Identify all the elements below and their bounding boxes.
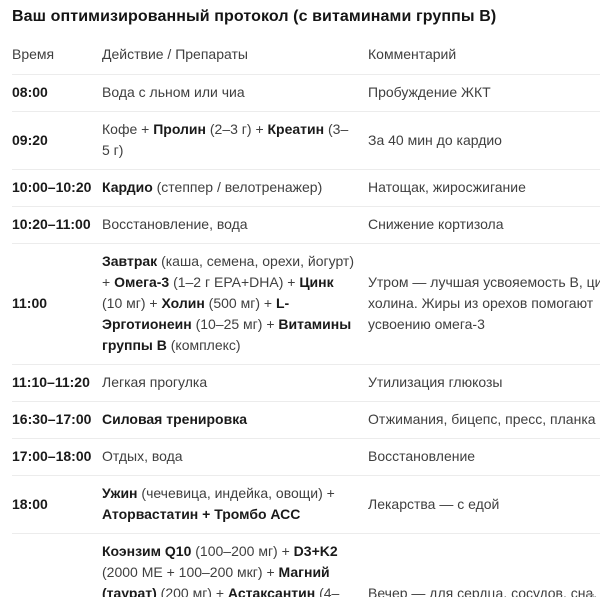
table-row: 11:10–11:20 Легкая прогулка Утилизация г… bbox=[12, 364, 600, 402]
table-row: 17:00–18:00 Отдых, вода Восстановление bbox=[12, 438, 600, 476]
column-header-action: Действие / Препараты bbox=[102, 28, 368, 75]
time-cell: 18:00 bbox=[12, 475, 102, 534]
table-row: 11:00 Завтрак (каша, семена, орехи, йогу… bbox=[12, 243, 600, 365]
table-row: 16:30–17:00 Силовая тренировка Отжимания… bbox=[12, 401, 600, 439]
table-body: 08:00 Вода с льном или чиа Пробуждение Ж… bbox=[12, 74, 600, 597]
time-cell: 11:10–11:20 bbox=[12, 364, 102, 402]
action-cell: Вода с льном или чиа bbox=[102, 74, 368, 112]
comment-cell: Вечер — для сердца, сосудов, сна. Магний… bbox=[368, 533, 600, 597]
action-cell: Кофе + Пролин (2–3 г) + Креатин (3–5 г) bbox=[102, 111, 368, 170]
time-cell: 19:00–20:00 bbox=[12, 533, 102, 597]
table-row: 10:20–11:00 Восстановление, вода Снижени… bbox=[12, 206, 600, 244]
comment-cell: Восстановление bbox=[368, 438, 600, 476]
comment-cell: Утром — лучшая усвояемость B, цинка, хол… bbox=[368, 243, 600, 365]
time-cell: 16:30–17:00 bbox=[12, 401, 102, 439]
comment-cell: За 40 мин до кардио bbox=[368, 111, 600, 170]
table-row: 09:20 Кофе + Пролин (2–3 г) + Креатин (3… bbox=[12, 111, 600, 170]
action-cell: Завтрак (каша, семена, орехи, йогурт) + … bbox=[102, 243, 368, 365]
table-row: 18:00 Ужин (чечевица, индейка, овощи) + … bbox=[12, 475, 600, 534]
table-row: 08:00 Вода с льном или чиа Пробуждение Ж… bbox=[12, 74, 600, 112]
time-cell: 17:00–18:00 bbox=[12, 438, 102, 476]
action-cell: Кардио (степпер / велотренажер) bbox=[102, 169, 368, 207]
comment-cell: Снижение кортизола bbox=[368, 206, 600, 244]
table-header-row: Время Действие / Препараты Комментарий bbox=[12, 28, 600, 75]
time-cell: 09:20 bbox=[12, 111, 102, 170]
table-row: 10:00–10:20 Кардио (степпер / велотренаж… bbox=[12, 169, 600, 207]
time-cell: 11:00 bbox=[12, 243, 102, 365]
comment-cell: Утилизация глюкозы bbox=[368, 364, 600, 402]
time-cell: 08:00 bbox=[12, 74, 102, 112]
action-cell: Легкая прогулка bbox=[102, 364, 368, 402]
time-cell: 10:00–10:20 bbox=[12, 169, 102, 207]
action-cell: Силовая тренировка bbox=[102, 401, 368, 439]
watermark-text: Загружено alexrelax45 для 7dach.ru bbox=[582, 593, 597, 597]
action-cell: Ужин (чечевица, индейка, овощи) + Аторва… bbox=[102, 475, 368, 534]
protocol-table: Время Действие / Препараты Комментарий 0… bbox=[12, 28, 600, 597]
action-cell: Коэнзим Q10 (100–200 мг) + D3+K2 (2000 М… bbox=[102, 533, 368, 597]
page-title: Ваш оптимизированный протокол (с витамин… bbox=[12, 8, 497, 25]
action-cell: Восстановление, вода bbox=[102, 206, 368, 244]
time-cell: 10:20–11:00 bbox=[12, 206, 102, 244]
comment-cell: Отжимания, бицепс, пресс, планка bbox=[368, 401, 600, 439]
comment-cell: Пробуждение ЖКТ bbox=[368, 74, 600, 112]
action-cell: Отдых, вода bbox=[102, 438, 368, 476]
table-row: 19:00–20:00 Коэнзим Q10 (100–200 мг) + D… bbox=[12, 533, 600, 597]
column-header-time: Время bbox=[12, 28, 102, 75]
comment-cell: Натощак, жиросжигание bbox=[368, 169, 600, 207]
column-header-comment: Комментарий bbox=[368, 28, 600, 75]
comment-cell: Лекарства — с едой bbox=[368, 475, 600, 534]
